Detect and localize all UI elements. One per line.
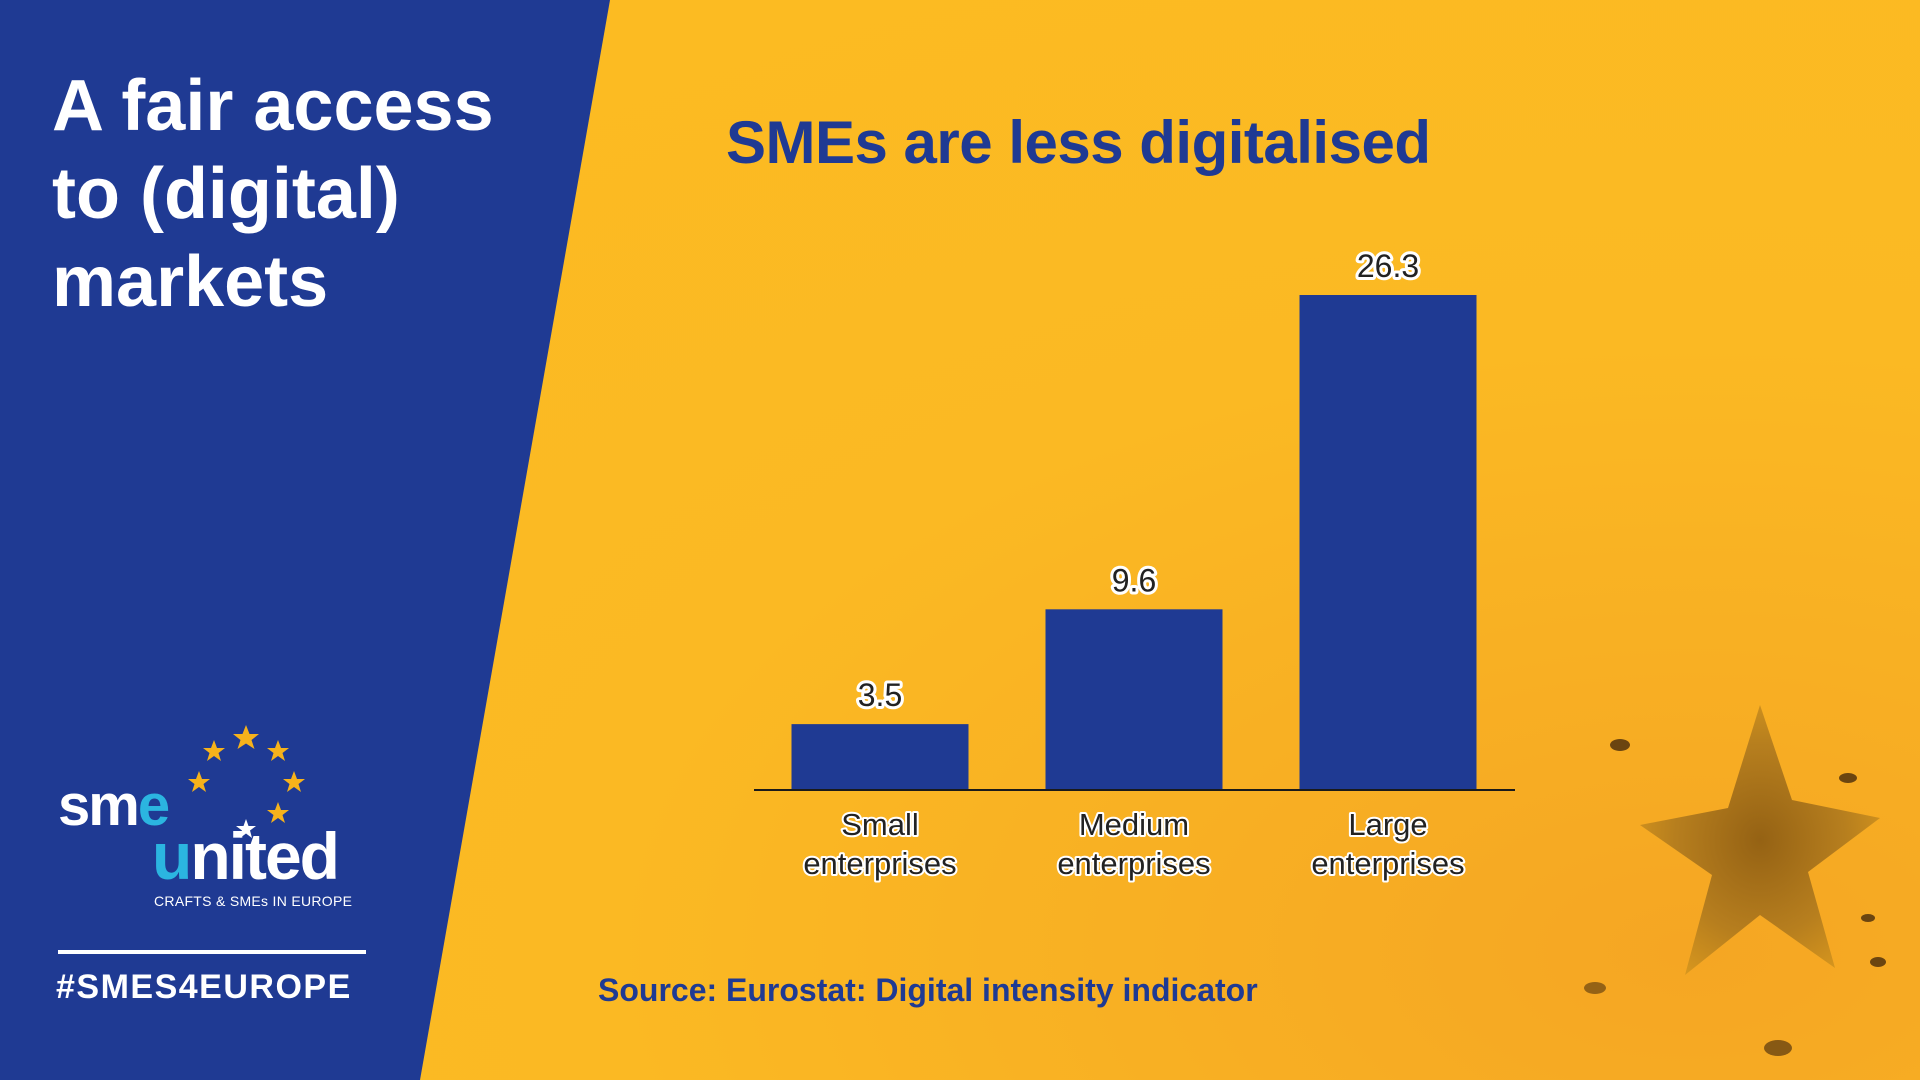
category-label-2-0: Large (1348, 807, 1427, 842)
headline: A fair access to (digital) markets (52, 62, 572, 326)
headline-line-2: to (digital) (52, 154, 400, 234)
data-label-0: 3.5 (858, 677, 902, 713)
category-label-0-0: Small (841, 807, 919, 842)
bar-0 (791, 724, 969, 790)
bar-1 (1045, 609, 1223, 790)
headline-line-3: markets (52, 242, 329, 322)
logo-subtitle: CRAFTS & SMEs IN EUROPE (154, 893, 353, 909)
sme-united-logo: sme united CRAFTS & SMEs IN EUROPE (50, 715, 380, 915)
category-label-2-1: enterprises (1311, 846, 1464, 881)
category-label-1-1: enterprises (1057, 846, 1210, 881)
category-label-1-0: Medium (1079, 807, 1189, 842)
data-label-2: 26.3 (1357, 248, 1419, 284)
headline-line-1: A fair access (52, 66, 494, 146)
bar-2 (1299, 295, 1477, 790)
divider-line (58, 950, 366, 954)
eu-stars-icon (188, 725, 305, 838)
chart-title: SMEs are less digitalised (726, 109, 1431, 176)
data-label-1: 9.6 (1112, 562, 1156, 598)
hashtag: #SMES4EUROPE (56, 968, 352, 1006)
logo-united-text: united (152, 819, 340, 893)
source-note: Source: Eurostat: Digital intensity indi… (598, 972, 1258, 1008)
logo-sme-text: sme (58, 773, 170, 838)
category-label-0-1: enterprises (803, 846, 956, 881)
